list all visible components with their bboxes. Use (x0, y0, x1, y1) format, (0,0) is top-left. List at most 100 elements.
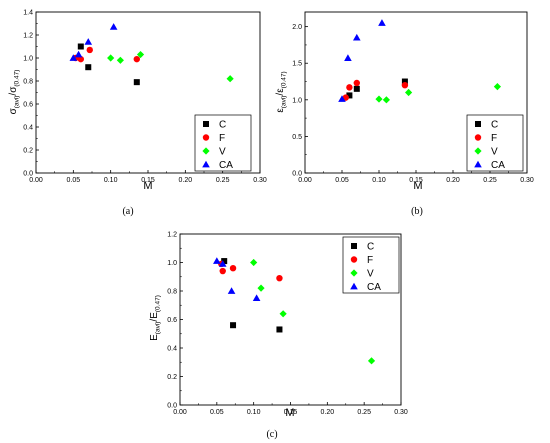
legend-marker-f (474, 134, 482, 141)
data-point-c (77, 43, 84, 50)
data-point-v (226, 75, 234, 83)
y-tick-label: 0.6 (23, 102, 33, 109)
x-tick-label: 0.00 (173, 409, 187, 416)
data-point-ca (227, 287, 236, 294)
legend-label-f: F (367, 255, 373, 266)
x-tick-label: 0.30 (520, 177, 534, 184)
data-point-v (107, 54, 115, 62)
x-tick-label: 0.05 (210, 409, 224, 416)
x-tick-label: 0.25 (216, 177, 230, 184)
y-tick-label: 0.4 (167, 346, 177, 353)
y-tick-label: 0.0 (167, 403, 177, 410)
legend-label-v: V (219, 147, 226, 158)
data-point-v (375, 95, 383, 103)
data-point-f (133, 55, 140, 63)
y-axis-title: E(avi)/E(0.47) (149, 295, 162, 341)
x-axis-title: M (143, 180, 152, 192)
legend-marker-c (351, 243, 357, 249)
legend-marker-c (203, 121, 209, 127)
data-point-ca (74, 50, 83, 58)
y-axis-title: ε(avi)/ε(0.47) (275, 71, 288, 112)
y-tick-label: 0.2 (23, 148, 33, 155)
x-tick-label: 0.10 (372, 177, 386, 184)
legend-label-f: F (491, 133, 497, 144)
y-tick-label: 2.0 (292, 24, 302, 31)
x-axis-title: M (413, 180, 422, 192)
data-point-ca (338, 95, 346, 102)
chart-panel-b: 0.00 0.05 0.10 0.15 0.20 0.25 0.30 0.0 0.5 1.0 1.5… (275, 11, 534, 217)
legend-marker-v (350, 269, 358, 277)
data-point-f (77, 55, 85, 63)
data-point-v (250, 258, 258, 267)
x-tick-label: 0.05 (335, 177, 349, 184)
x-tick-label: 0.05 (67, 177, 81, 184)
legend-label-f: F (219, 133, 225, 144)
data-point-c (346, 92, 353, 99)
data-point-v (136, 50, 145, 59)
legend-label-ca: CA (219, 160, 233, 171)
chart-panel-c: 0.00 0.05 0.10 0.15 0.20 0.25 0.30 0.0 0.2 0.4 0.6… (149, 232, 408, 441)
x-tick-label: 0.30 (394, 409, 408, 416)
x-tick-label: 0.15 (141, 177, 155, 184)
data-point-c (85, 64, 92, 71)
y-tick-label: 1.0 (23, 56, 33, 63)
x-tick-label: 0.25 (357, 409, 371, 416)
x-tick-label: 0.10 (247, 409, 261, 416)
x-tick-label: 0.30 (253, 177, 267, 184)
legend-label-c: C (491, 120, 498, 131)
y-tick-label: 1.0 (167, 260, 177, 267)
legend: CFV CA (194, 114, 252, 172)
x-axis-title: M (285, 407, 294, 419)
y-tick-label: 1.5 (292, 61, 302, 68)
legend-label-ca: CA (491, 160, 505, 171)
panel-caption: (c) (266, 429, 277, 440)
x-tick-label: 0.20 (179, 177, 193, 184)
data-point-f (219, 267, 226, 275)
y-tick-label: 0.0 (23, 171, 33, 178)
data-point-v (493, 83, 501, 91)
x-tick-label: 0.20 (321, 409, 335, 416)
data-point-c (353, 85, 360, 92)
data-point-ca (378, 19, 386, 26)
data-point-c (133, 79, 140, 86)
data-point-ca (252, 294, 261, 301)
y-tick-label: 0.8 (23, 79, 33, 86)
y-tick-label: 0.2 (167, 374, 177, 381)
legend-marker-f (350, 256, 358, 263)
legend-marker-ca (350, 282, 358, 290)
data-point-ca (213, 257, 221, 264)
y-tick-label: 1.2 (23, 33, 33, 40)
data-point-ca (84, 38, 93, 45)
data-point-ca (218, 260, 227, 267)
data-point-v (116, 56, 124, 64)
data-point-c (276, 326, 283, 333)
data-point-ca (109, 23, 118, 30)
x-tick-label: 0.20 (446, 177, 460, 184)
x-tick-label: 0.00 (29, 177, 43, 184)
legend-label-ca: CA (367, 282, 381, 293)
y-tick-label: 0.6 (167, 317, 177, 324)
data-point-v (367, 357, 376, 365)
legend-marker-ca (202, 160, 210, 168)
data-point-v (382, 96, 390, 104)
data-point-v (257, 284, 265, 292)
data-point-f (86, 46, 93, 54)
data-point-f (229, 265, 237, 272)
legend-marker-v (202, 147, 210, 155)
panel-caption: (b) (411, 206, 423, 217)
legend-marker-c (475, 121, 481, 127)
data-point-f (353, 79, 360, 87)
legend: CFV CA (342, 236, 400, 294)
data-point-v (405, 88, 413, 97)
y-tick-label: 1.2 (167, 232, 177, 239)
y-tick-label: 0.5 (292, 134, 302, 141)
y-tick-label: 1.0 (292, 97, 302, 104)
y-tick-label: 0.8 (167, 289, 177, 296)
y-tick-label: 1.4 (23, 10, 33, 17)
legend-label-c: C (219, 120, 226, 131)
y-tick-label: 0.0 (292, 171, 302, 178)
data-point-f (276, 274, 283, 282)
x-tick-label: 0.15 (284, 409, 298, 416)
x-tick-label: 0.15 (409, 177, 423, 184)
